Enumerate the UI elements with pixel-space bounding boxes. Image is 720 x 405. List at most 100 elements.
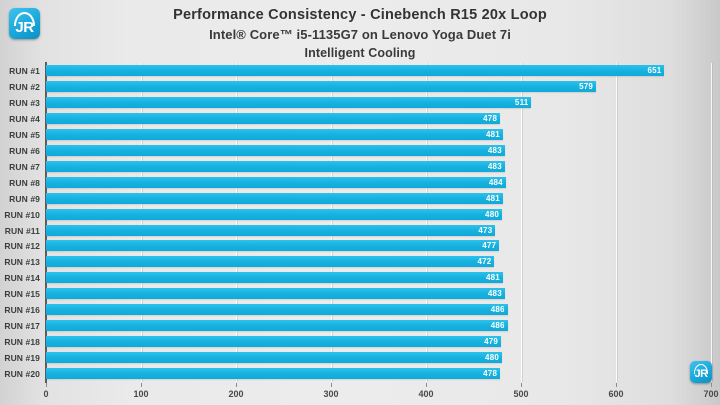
bar-row: RUN #10 480: [4, 207, 711, 223]
x-tick-label-500: 500: [513, 389, 529, 399]
bar-3: 511: [46, 96, 532, 108]
y-axis-label-15: RUN #15: [4, 289, 40, 300]
bar-row: RUN #19 480: [4, 350, 711, 366]
y-axis-label-10: RUN #10: [4, 209, 40, 220]
bar-value-label-13: 472: [477, 257, 492, 267]
bar-row: RUN #2 579: [9, 79, 711, 95]
bar-row: RUN #12 477: [4, 238, 711, 254]
bar-6: 483: [46, 144, 505, 156]
bar-16: 486: [46, 304, 508, 316]
bar-row: RUN #3 511: [9, 95, 711, 111]
bar-value-label-12: 477: [482, 241, 497, 251]
y-axis-label-3: RUN #3: [9, 97, 40, 108]
bar-row: RUN #1 651: [9, 63, 711, 79]
bar-row: RUN #14 481: [4, 270, 711, 286]
y-axis-label-6: RUN #6: [9, 145, 40, 156]
y-axis-label-18: RUN #18: [4, 337, 40, 348]
bar-row: RUN #18 479: [4, 334, 711, 350]
bar-row: RUN #7 483: [9, 159, 711, 175]
bar-value-label-4: 478: [483, 113, 498, 123]
bar-1: 651: [46, 65, 665, 76]
bar-12: 477: [46, 240, 500, 252]
bar-value-label-16: 486: [490, 305, 505, 315]
x-tick-400: [426, 383, 427, 387]
bar-row: RUN #11 473: [5, 223, 711, 239]
x-tick-label-300: 300: [323, 389, 339, 399]
bar-value-label-20: 478: [483, 369, 498, 379]
bar-row: RUN #4 478: [9, 111, 711, 127]
bar-row: RUN #5 481: [9, 127, 711, 143]
gridline-600: [616, 63, 617, 382]
bar-value-label-5: 481: [485, 129, 500, 139]
gridline-400: [426, 63, 427, 382]
bar-2: 579: [46, 80, 597, 92]
bar-value-label-7: 483: [487, 161, 502, 171]
y-axis-label-7: RUN #7: [9, 161, 40, 172]
gridline-300: [331, 63, 332, 382]
title-block: Performance Consistency - Cinebench R15 …: [0, 6, 720, 63]
bar-15: 483: [46, 288, 505, 300]
gridline-700: [711, 63, 712, 382]
bar-value-label-6: 483: [487, 145, 502, 155]
bar-14: 481: [46, 272, 503, 284]
x-tick-300: [331, 383, 332, 387]
gridline-200: [236, 63, 237, 382]
x-tick-600: [616, 383, 617, 387]
bar-value-label-19: 480: [485, 353, 499, 363]
bar-row: RUN #16 486: [4, 302, 711, 318]
x-tick-label-400: 400: [418, 389, 434, 399]
bar-20: 478: [46, 368, 501, 380]
bar-value-label-3: 511: [514, 97, 529, 107]
gridline-100: [141, 63, 142, 382]
x-tick-200: [236, 383, 237, 387]
bar-13: 472: [46, 256, 495, 268]
y-axis-label-11: RUN #11: [4, 225, 40, 236]
bar-row: RUN #9 481: [9, 191, 711, 207]
y-axis-label-20: RUN #20: [4, 369, 40, 380]
chart-title: Performance Consistency - Cinebench R15 …: [173, 7, 547, 23]
y-axis-label-19: RUN #19: [4, 353, 40, 364]
bar-19: 480: [46, 352, 502, 364]
jr-watermark-icon: JR: [690, 361, 712, 383]
bar-row: RUN #13 472: [4, 254, 711, 270]
plot-area: RUN #1 651 RUN #2 579 RUN #3 511 RUN #4 478 RUN …: [4, 63, 712, 382]
bar-value-label-17: 486: [490, 321, 505, 331]
y-axis-line: [45, 62, 47, 383]
bar-value-label-1: 651: [647, 66, 662, 75]
bar-8: 484: [46, 176, 506, 188]
y-axis-label-16: RUN #16: [4, 305, 40, 316]
jr-logo-icon: JR: [9, 8, 40, 39]
bar-value-label-15: 483: [487, 289, 502, 299]
bar-value-label-2: 579: [579, 81, 594, 91]
bar-value-label-18: 479: [484, 337, 499, 347]
bar-17: 486: [46, 320, 508, 332]
bar-10: 480: [46, 208, 502, 220]
chart-subtitle-secondary: Intelligent Cooling: [304, 46, 416, 61]
gridline-500: [521, 63, 522, 382]
bar-value-label-8: 484: [488, 177, 503, 187]
y-axis-label-17: RUN #17: [4, 321, 40, 332]
bar-row: RUN #6 483: [9, 143, 711, 159]
bar-value-label-10: 480: [485, 209, 499, 219]
y-axis-label-2: RUN #2: [9, 81, 40, 92]
bar-value-label-11: 473: [478, 225, 493, 235]
y-axis-label-1: RUN #1: [9, 66, 40, 76]
logo-text: JR: [15, 19, 34, 36]
y-axis-label-8: RUN #8: [9, 177, 40, 188]
logo-text: JR: [694, 368, 708, 380]
bar-4: 478: [46, 112, 501, 124]
x-tick-500: [521, 383, 522, 387]
bar-9: 481: [46, 192, 503, 204]
bar-row: RUN #17 486: [4, 318, 711, 334]
bar-7: 483: [46, 160, 505, 172]
bar-5: 481: [46, 128, 503, 140]
x-axis: 0 100 200 300 400 500 600 700: [43, 383, 719, 405]
y-axis-label-12: RUN #12: [4, 241, 40, 252]
y-axis-label-14: RUN #14: [4, 273, 40, 284]
x-tick-label-100: 100: [133, 389, 149, 399]
y-axis-label-13: RUN #13: [4, 257, 40, 268]
x-tick-0: [46, 383, 47, 387]
x-tick-700: [711, 383, 712, 387]
bar-18: 479: [46, 336, 502, 348]
